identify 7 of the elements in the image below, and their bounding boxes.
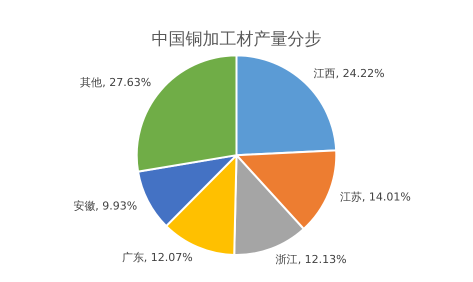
slice-label: 江苏, 14.01% <box>340 190 411 204</box>
slice-label: 其他, 27.63% <box>80 76 152 89</box>
slice-label: 浙江, 12.13% <box>276 252 347 266</box>
slice-label: 广东, 12.07% <box>122 250 193 264</box>
chart-title: 中国铜加工材产量分步 <box>152 30 322 50</box>
slice-label: 江西, 24.22% <box>314 67 385 80</box>
slice-label: 安徽, 9.93% <box>73 199 138 212</box>
